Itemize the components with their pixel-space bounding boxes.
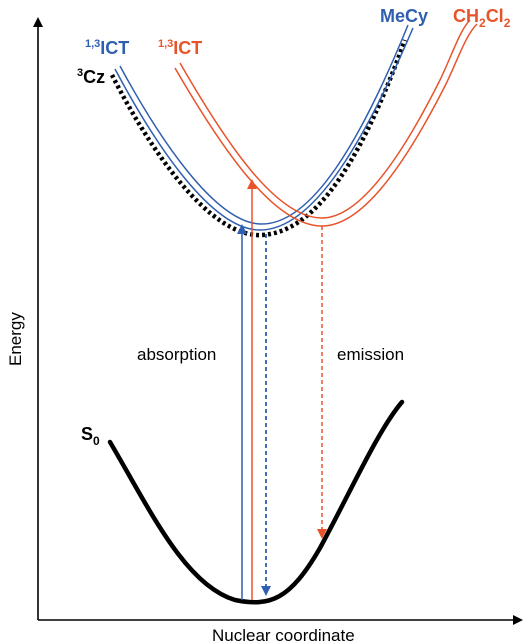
y-axis-label: Energy <box>6 312 25 366</box>
ground-state-label: S0 <box>81 424 100 448</box>
ict-mecy-curve-inner <box>114 27 414 231</box>
ict-mecy-label: 1,3ICT <box>85 38 129 58</box>
solvent-ch2cl2-label: CH2Cl2 <box>453 6 511 30</box>
ict-mecy-curve-outer <box>119 24 409 225</box>
solvent-mecy-label: MeCy <box>380 6 428 26</box>
cz-triplet-curve <box>109 39 408 238</box>
ict-ch2cl2-curve-outer <box>179 19 471 219</box>
cz-triplet-label: 3Cz <box>77 67 105 87</box>
ict-ch2cl2-curve-inner <box>174 23 478 227</box>
x-axis-label: Nuclear coordinate <box>212 626 355 644</box>
absorption-label: absorption <box>137 345 216 364</box>
emission-label: emission <box>337 345 404 364</box>
ground-state-curve <box>107 399 405 605</box>
ict-ch2cl2-label: 1,3ICT <box>158 38 202 58</box>
